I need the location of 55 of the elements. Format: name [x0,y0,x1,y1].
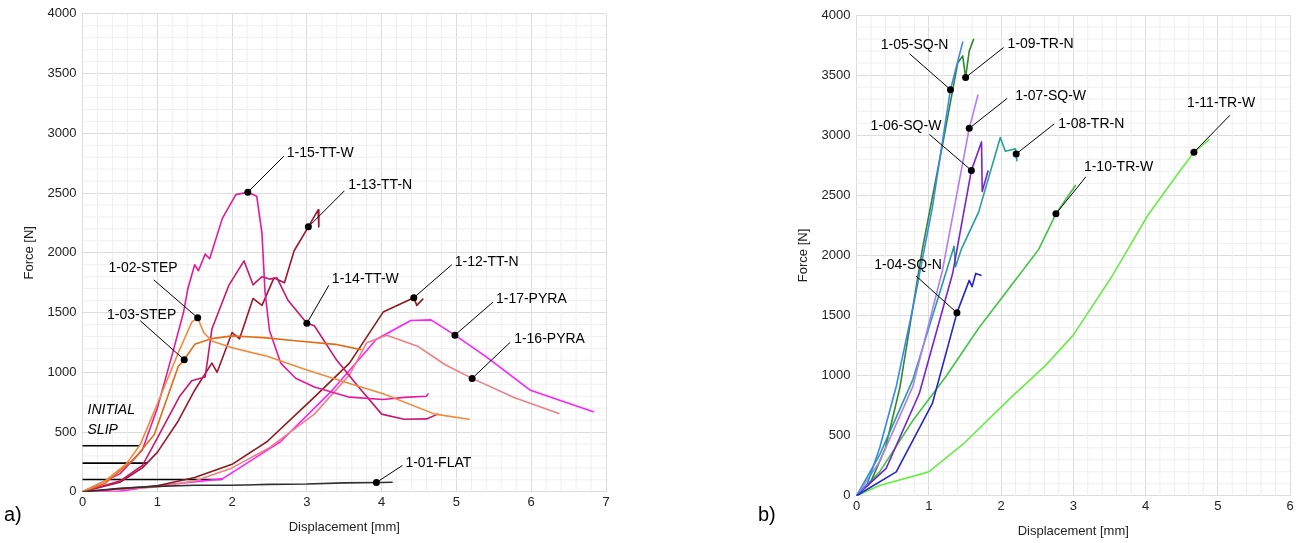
x-axis-title: Displacement [mm] [1017,522,1129,538]
x-tick-label: 4 [378,494,386,510]
y-tick-label: 2000 [821,246,851,262]
annotation: INITIAL SLIP [87,400,135,437]
y-axis-title: Force [N] [21,226,37,280]
x-tick-label: 4 [1141,498,1150,514]
annotation: 1-08-TR-N [1058,114,1125,131]
x-tick-label: 2 [228,494,236,510]
x-tick-label: 1 [925,498,933,514]
x-tick-label: 5 [1214,498,1222,514]
y-axis-title: Force [N] [795,228,811,283]
x-tick-label: 6 [527,494,535,510]
x-tick-label: 1 [153,494,161,510]
x-tick-label: 3 [303,494,311,510]
text: b) [758,503,776,526]
x-tick-label: 7 [602,494,610,510]
annotation: 1-05-SQ-N [880,35,949,52]
y-tick-label: 2500 [47,184,77,200]
annotation: 1-02-STEP [108,258,178,275]
y-tick-label: 2000 [47,244,77,260]
x-tick-label: 0 [78,494,87,510]
text: a) [4,503,22,526]
annotation: 1-07-SQ-W [1015,87,1087,104]
annotation: 1-17-PYRA [495,289,568,306]
y-tick-label: 4000 [47,5,77,21]
y-tick-label: 3500 [47,65,77,81]
y-tick-label: 0 [69,483,77,499]
annotation: 1-09-TR-N [1007,35,1074,52]
x-tick-label: 2 [997,498,1005,514]
y-tick-label: 4000 [821,6,851,22]
x-tick-label: 5 [452,494,461,510]
x-tick-label: 6 [1286,498,1294,514]
annotation: 1-06-SQ-W [870,117,943,134]
y-tick-label: 2500 [821,186,851,202]
annotation: 1-15-TT-W [286,144,355,161]
annotation: 1-16-PYRA [514,330,586,347]
y-tick-label: 3500 [821,66,851,82]
y-tick-label: 500 [828,427,851,443]
annotation: 1-01-FLAT [405,454,472,471]
y-tick-label: 3000 [821,126,851,142]
y-tick-label: 1500 [47,304,77,320]
y-tick-label: 1000 [47,363,77,379]
y-tick-label: 1000 [821,367,851,383]
x-tick-label: 3 [1069,498,1077,514]
y-tick-label: 3000 [47,124,77,140]
annotation: 1-11-TR-W [1186,94,1256,111]
y-tick-label: 1500 [821,307,851,323]
annotation: 1-03-STEP [106,305,177,322]
y-tick-label: 500 [54,423,77,439]
annotation: 1-14-TT-W [331,270,400,287]
annotation: 1-12-TT-N [454,252,519,269]
annotation: 1-10-TR-W [1083,157,1154,174]
x-axis-title: Displacement [mm] [288,518,400,534]
annotation: 1-13-TT-N [348,175,413,192]
x-tick-label: 0 [852,498,861,514]
